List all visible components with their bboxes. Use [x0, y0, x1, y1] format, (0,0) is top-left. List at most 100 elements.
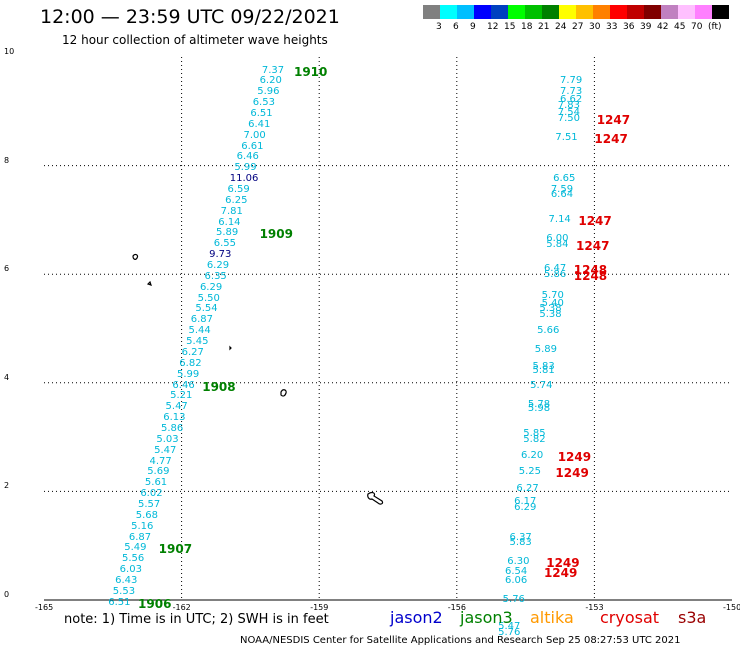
wave-height-label: 5.76 — [502, 594, 525, 605]
wave-height-label: 5.47 — [498, 621, 521, 633]
colorbar-swatch — [440, 5, 457, 19]
colorbar-swatch — [644, 5, 661, 19]
wave-height-label: 5.45 — [186, 336, 209, 348]
wave-height-label: 6.29 — [199, 281, 223, 293]
pass-time-label: 1247 — [578, 213, 612, 228]
colorbar-label: 9 — [470, 22, 476, 32]
wave-height-label: 7.51 — [555, 132, 578, 144]
x-tick-label: -156 — [447, 603, 466, 612]
pass-time-label: 1248 — [573, 269, 608, 284]
colorbar-label: 27 — [572, 22, 584, 32]
wave-height-label: 6.47 — [543, 262, 567, 274]
wave-height-label: 5.84 — [546, 239, 569, 251]
wave-height-label: 11.06 — [229, 173, 259, 185]
wave-height-label: 6.29 — [514, 501, 537, 513]
wave-height-label: 5.57 — [138, 498, 161, 510]
wave-height-label: 5.61 — [144, 477, 168, 489]
colorbar-swatch — [593, 5, 610, 19]
wave-height-label: 5.99 — [234, 162, 257, 174]
colorbar-swatch — [423, 5, 440, 19]
wave-height-label: 6.82 — [179, 357, 202, 369]
colorbar-label: 18 — [521, 22, 533, 32]
colorbar-label: 42 — [657, 22, 669, 32]
wave-height-label: 6.61 — [241, 140, 264, 152]
wave-height-label: 7.83 — [557, 99, 580, 111]
wave-height-label: 5.21 — [170, 390, 193, 402]
wave-height-label: 5.03 — [156, 433, 179, 445]
wave-height-label: 5.86 — [160, 422, 184, 434]
wave-height-label: 6.87 — [190, 314, 214, 326]
colorbar-label: 15 — [504, 22, 516, 32]
wave-height-label: 5.86 — [543, 269, 567, 281]
colorbar-swatch — [678, 5, 695, 19]
wave-height-label: 6.20 — [521, 450, 544, 462]
colorbar-label: (ft) — [708, 22, 722, 32]
wave-height-label: 5.66 — [537, 325, 560, 337]
wave-height-label: 6.46 — [172, 379, 195, 391]
wave-height-label: 6.46 — [236, 151, 259, 163]
wave-height-label: 5.50 — [197, 292, 220, 304]
y-tick-label: 4 — [4, 372, 10, 382]
colorbar-swatch — [712, 5, 729, 19]
wave-height-label: 5.69 — [147, 466, 170, 478]
wave-height-label: 5.49 — [124, 542, 147, 554]
wave-height-label: 6.27 — [181, 346, 204, 358]
colorbar-label: 45 — [674, 22, 686, 32]
colorbar-label: 3 — [436, 22, 442, 32]
pass-time-label: 1907 — [158, 542, 193, 557]
wave-height-label: 5.78 — [527, 398, 551, 410]
colorbar-label: 21 — [538, 22, 550, 32]
wave-height-label: 9.73 — [209, 249, 232, 261]
colorbar-label: 6 — [453, 22, 459, 32]
colorbar-label: 70 — [691, 22, 703, 32]
colorbar-label: 39 — [640, 22, 652, 32]
wave-height-label: 6.17 — [514, 496, 537, 508]
wave-height-label: 4.77 — [149, 455, 172, 467]
wave-height-label: 6.65 — [553, 173, 576, 185]
wave-height-label: 5.89 — [534, 344, 558, 356]
page-subtitle: 12 hour collection of altimeter wave hei… — [62, 33, 328, 47]
island-outline — [367, 491, 384, 505]
wave-height-label: 5.98 — [527, 402, 551, 414]
wave-height-label: 6.62 — [560, 94, 583, 106]
colorbar-swatch — [576, 5, 593, 19]
wave-height-label: 5.53 — [112, 585, 136, 597]
wave-height-label: 6.37 — [509, 531, 532, 543]
footnote: note: 1) Time is in UTC; 2) SWH is in fe… — [64, 612, 329, 627]
wave-height-label: 6.20 — [259, 75, 282, 87]
pass-time-label: 1247 — [576, 239, 610, 254]
wave-height-label: 6.13 — [163, 412, 186, 424]
page-title: 12:00 — 23:59 UTC 09/22/2021 — [40, 6, 340, 28]
colorbar — [423, 5, 729, 19]
colorbar-label: 33 — [606, 22, 618, 32]
wave-height-label: 7.50 — [557, 113, 580, 125]
x-tick-label: -162 — [172, 603, 191, 612]
wave-height-label: 5.38 — [539, 308, 562, 320]
pass-time-label: 1247 — [596, 113, 631, 128]
pass-time-label: 1248 — [573, 262, 608, 277]
wave-height-label: 5.47 — [154, 444, 177, 456]
legend-altika: altika — [530, 608, 574, 627]
y-tick-label: 8 — [4, 155, 10, 165]
pass-time-label: 1906 — [138, 596, 172, 611]
pass-time-label: 1249 — [546, 555, 580, 570]
wave-height-label: 6.03 — [119, 564, 142, 576]
wave-height-label: 5.44 — [188, 325, 211, 337]
wave-height-label: 6.51 — [250, 108, 273, 119]
wave-height-label: 6.25 — [225, 194, 248, 206]
island-outline — [280, 389, 287, 397]
legend-jason2: jason2 — [390, 608, 443, 627]
footer-credit: NOAA/NESDIS Center for Satellite Applica… — [240, 635, 681, 646]
wave-height-label: 5.83 — [509, 536, 532, 548]
colorbar-swatch — [610, 5, 627, 19]
wave-height-label: 5.81 — [532, 364, 555, 376]
wave-height-label: 5.89 — [216, 227, 239, 239]
wave-height-label: 5.25 — [518, 466, 541, 478]
wave-height-label: 5.96 — [257, 86, 280, 98]
x-tick-label: -153 — [585, 603, 604, 612]
wave-height-label: 6.02 — [140, 488, 163, 500]
y-tick-label: 0 — [4, 590, 10, 599]
y-tick-label: 10 — [4, 47, 15, 56]
wave-height-label: 6.54 — [504, 565, 528, 577]
